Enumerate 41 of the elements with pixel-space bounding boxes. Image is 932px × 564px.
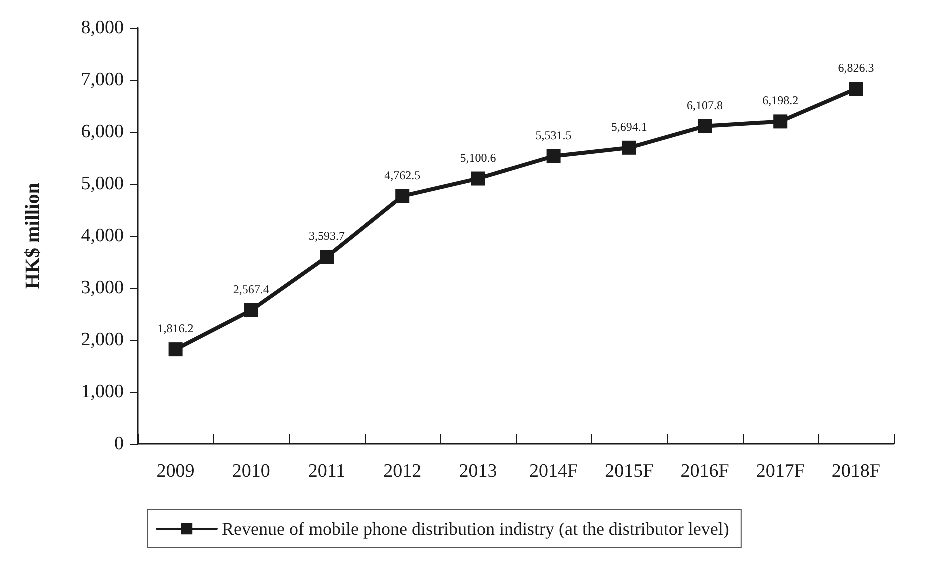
point: [698, 119, 712, 134]
x-tick-label: 2016F: [680, 461, 730, 482]
point: [320, 250, 334, 264]
x-tick-label: 2013: [459, 461, 498, 482]
data-label: 2,567.4: [233, 282, 270, 296]
x-tick-label: 2010: [232, 461, 270, 482]
y-tick-label: 1,000: [81, 382, 124, 402]
data-label: 6,826.3: [838, 61, 874, 76]
data-label: 5,531.5: [536, 128, 572, 142]
data-label: 5,100.6: [460, 150, 496, 165]
data-label: 6,107.8: [687, 98, 723, 112]
x-tick-label: 2017F: [756, 461, 805, 482]
y-tick-label: 3,000: [81, 278, 124, 298]
point: [168, 342, 183, 357]
y-tick-label: 0: [114, 434, 124, 454]
data-label: 3,593.7: [309, 229, 345, 244]
point: [622, 140, 636, 155]
x-tick-label: 2015F: [605, 461, 654, 482]
y-tick-label: 7,000: [81, 70, 124, 90]
x-tick-label: 2018F: [832, 461, 880, 482]
point: [244, 303, 258, 318]
point: [774, 114, 788, 129]
data-label: 6,198.2: [762, 94, 799, 108]
y-tick-label: 2,000: [81, 330, 124, 350]
point: [849, 82, 864, 96]
x-tick-label: 2009: [156, 461, 195, 482]
data-label: 4,762.5: [384, 168, 421, 182]
point: [546, 149, 561, 164]
y-tick-label: 5,000: [81, 174, 124, 194]
y-tick-label: 8,000: [81, 18, 124, 38]
point: [396, 189, 410, 204]
y-tick-label: 4,000: [81, 226, 124, 246]
data-label: 1,816.2: [158, 322, 194, 336]
y-tick-label: 6,000: [81, 122, 124, 142]
x-tick-label: 2014F: [530, 461, 578, 482]
data-label: 5,694.1: [611, 120, 648, 134]
point: [471, 172, 486, 186]
x-tick-label: 2011: [308, 461, 346, 482]
y-axis-title: HK$ million: [22, 182, 44, 290]
legend-label: Revenue of mobile phone distribution indistry (at the distributor level): [222, 519, 730, 539]
x-tick-label: 2012: [384, 461, 422, 482]
